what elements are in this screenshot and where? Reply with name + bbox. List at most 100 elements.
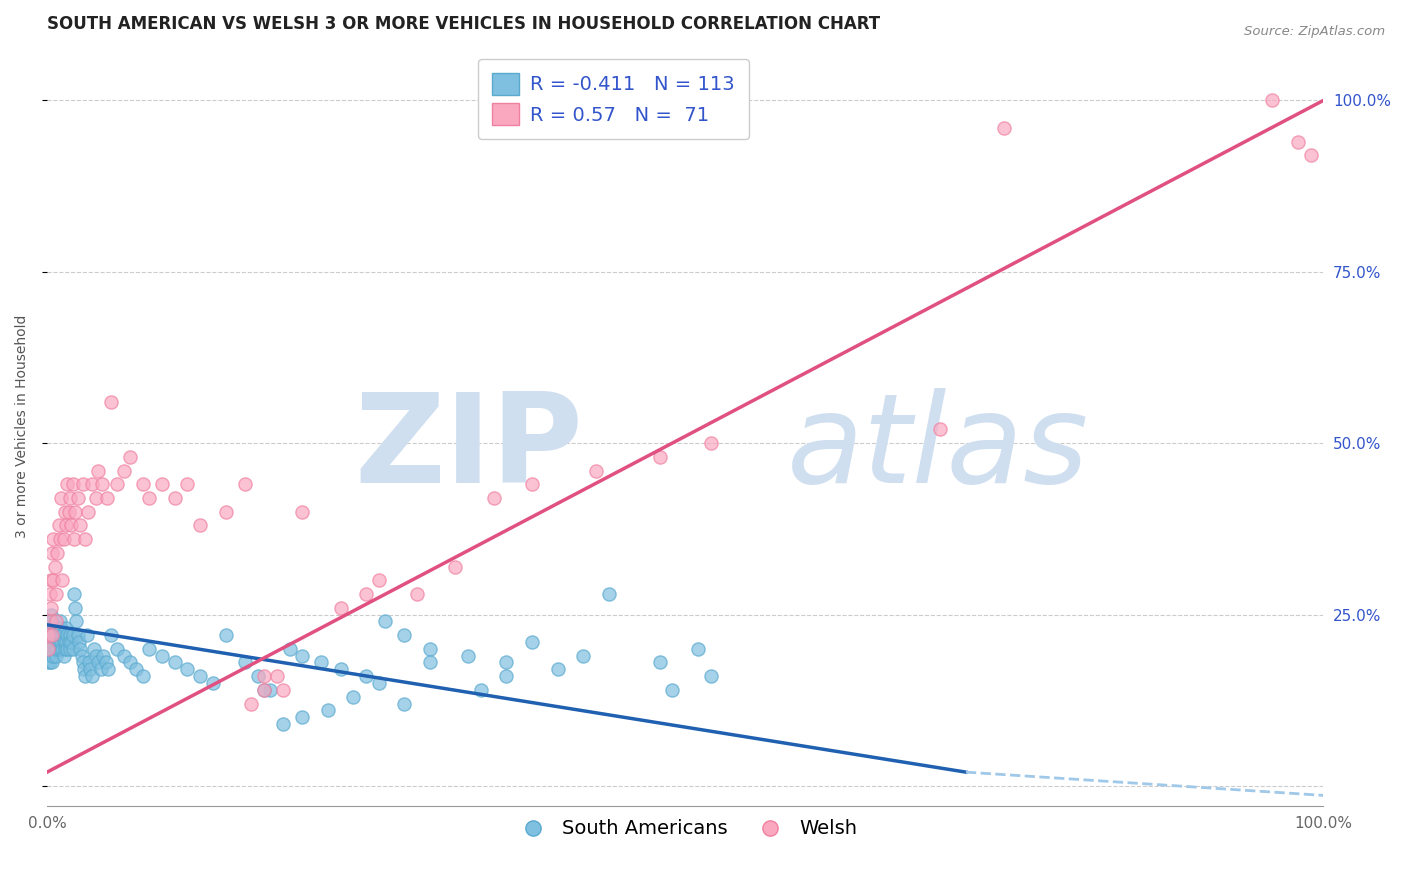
Point: [39, 573, 62, 587]
Point: [84, 491, 107, 505]
Point: [240, 697, 263, 711]
Point: [929, 422, 952, 436]
Point: [41, 628, 63, 642]
Point: [80, 669, 103, 683]
Point: [91, 648, 114, 663]
Point: [585, 464, 607, 478]
Point: [69, 518, 91, 533]
Point: [38, 641, 60, 656]
Text: Source: ZipAtlas.com: Source: ZipAtlas.com: [1244, 25, 1385, 38]
Point: [112, 648, 135, 663]
Point: [253, 682, 276, 697]
Point: [37, 641, 59, 656]
Point: [49, 635, 72, 649]
Point: [62, 477, 84, 491]
Point: [70, 648, 93, 663]
Point: [53, 641, 76, 656]
Point: [259, 682, 281, 697]
Point: [53, 505, 76, 519]
Point: [84, 648, 107, 663]
Point: [56, 641, 79, 656]
Point: [1299, 148, 1322, 162]
Point: [45, 635, 67, 649]
Point: [49, 628, 72, 642]
Point: [374, 615, 396, 629]
Point: [44, 628, 66, 642]
Point: [44, 615, 66, 629]
Point: [63, 587, 86, 601]
Point: [49, 532, 72, 546]
Point: [39, 635, 62, 649]
Point: [188, 669, 211, 683]
Text: SOUTH AMERICAN VS WELSH 3 OR MORE VEHICLES IN HOUSEHOLD CORRELATION CHART: SOUTH AMERICAN VS WELSH 3 OR MORE VEHICL…: [46, 15, 880, 33]
Point: [77, 656, 100, 670]
Point: [52, 532, 75, 546]
Point: [138, 641, 160, 656]
Point: [547, 662, 569, 676]
Point: [495, 656, 517, 670]
Point: [354, 587, 377, 601]
Point: [55, 621, 77, 635]
Point: [648, 450, 671, 464]
Point: [87, 464, 110, 478]
Point: [457, 648, 479, 663]
Point: [90, 477, 112, 491]
Point: [367, 676, 389, 690]
Point: [38, 587, 60, 601]
Point: [132, 669, 155, 683]
Point: [60, 635, 83, 649]
Point: [51, 628, 73, 642]
Point: [56, 628, 79, 642]
Point: [105, 477, 128, 491]
Point: [132, 477, 155, 491]
Point: [52, 635, 75, 649]
Point: [291, 710, 314, 724]
Point: [42, 573, 65, 587]
Point: [51, 641, 73, 656]
Point: [49, 615, 72, 629]
Point: [150, 648, 173, 663]
Point: [38, 615, 60, 629]
Point: [215, 505, 238, 519]
Point: [45, 615, 67, 629]
Point: [37, 656, 59, 670]
Point: [56, 477, 79, 491]
Point: [1261, 94, 1284, 108]
Point: [67, 635, 90, 649]
Legend: South Americans, Welsh: South Americans, Welsh: [505, 812, 865, 847]
Point: [419, 656, 441, 670]
Point: [118, 450, 141, 464]
Point: [52, 648, 75, 663]
Point: [367, 573, 389, 587]
Point: [94, 656, 117, 670]
Point: [100, 628, 122, 642]
Text: atlas: atlas: [787, 388, 1090, 509]
Point: [266, 669, 288, 683]
Point: [39, 621, 62, 635]
Point: [39, 648, 62, 663]
Point: [45, 587, 67, 601]
Point: [246, 669, 269, 683]
Point: [79, 662, 101, 676]
Point: [648, 656, 671, 670]
Point: [329, 600, 352, 615]
Point: [44, 641, 66, 656]
Point: [55, 518, 77, 533]
Point: [48, 621, 70, 635]
Point: [55, 635, 77, 649]
Point: [41, 656, 63, 670]
Point: [42, 648, 65, 663]
Text: ZIP: ZIP: [354, 388, 583, 509]
Point: [686, 641, 709, 656]
Point: [406, 587, 429, 601]
Point: [100, 395, 122, 409]
Point: [163, 656, 186, 670]
Point: [233, 656, 256, 670]
Point: [42, 635, 65, 649]
Point: [342, 690, 364, 704]
Point: [176, 477, 198, 491]
Point: [75, 669, 97, 683]
Point: [72, 656, 94, 670]
Point: [271, 682, 294, 697]
Point: [42, 621, 65, 635]
